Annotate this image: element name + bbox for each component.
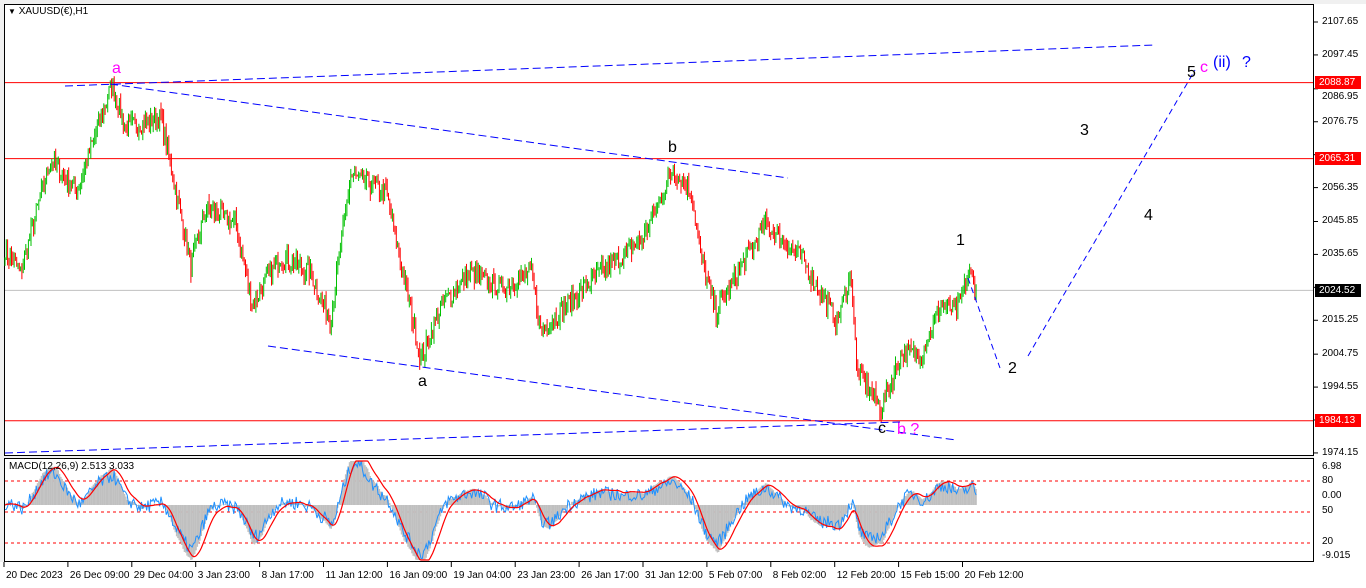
price-scale-label: 2076.75 (1322, 115, 1359, 127)
lower-channel-line (267, 345, 957, 441)
wave-label-a-top: a (112, 60, 121, 77)
price-tag: 2024.52 (1315, 283, 1361, 297)
macd-signal-line (4, 460, 977, 561)
price-scale-label: 2097.45 (1322, 48, 1359, 60)
price-pane[interactable] (4, 4, 1314, 456)
macd-pane[interactable] (4, 458, 1314, 562)
time-axis-label: 8 Jan 17:00 (261, 570, 314, 581)
time-axis-label: 3 Jan 23:00 (197, 570, 250, 581)
macd-scale-80: 80 (1322, 475, 1334, 486)
time-axis-label: 19 Jan 04:00 (453, 570, 512, 581)
price-tag: 1984.13 (1315, 414, 1361, 428)
chart-title: ▼ XAUUSD(€),H1 (8, 6, 88, 18)
macd-scale-20: 20 (1322, 536, 1334, 547)
dropdown-triangle-icon[interactable]: ▼ (8, 7, 16, 16)
time-axis-label: 26 Jan 17:00 (581, 570, 639, 581)
price-tag: 2088.87 (1315, 76, 1361, 90)
symbol-label: XAUUSD(€),H1 (18, 6, 89, 17)
wave-label-3: 3 (1080, 122, 1089, 139)
macd-label: MACD(12,26,9) 2.513 3.033 (9, 461, 135, 472)
price-scale-label: 2107.65 (1322, 16, 1359, 27)
price-scale-label: 2045.85 (1322, 215, 1359, 227)
price-scale-label: 2086.95 (1322, 90, 1359, 102)
time-axis-label: 15 Feb 15:00 (900, 570, 960, 581)
macd-scale-bottom: -9.015 (1322, 550, 1351, 561)
wave-label-ii: (ii) (1213, 54, 1231, 71)
price-scale-label: 2035.65 (1322, 248, 1359, 260)
price-scale-label: 1994.55 (1322, 381, 1359, 393)
time-axis-label: 11 Jan 12:00 (325, 570, 383, 581)
projection-wave-2 (967, 277, 1001, 369)
wave-label-b: b (668, 139, 677, 156)
wave-label-c: c (1200, 59, 1208, 76)
wave-label-4: 4 (1144, 207, 1153, 224)
base-channel-line (4, 421, 901, 454)
time-axis[interactable] (0, 562, 1366, 588)
time-axis-label: 31 Jan 12:00 (645, 570, 703, 581)
wave-label-a-low: a (418, 373, 427, 390)
time-axis-label: 16 Jan 09:00 (389, 570, 448, 581)
wave-label-c-low: c (878, 420, 886, 437)
wave-label-question: ? (1242, 54, 1251, 71)
time-axis-label: 20 Dec 2023 (6, 570, 63, 581)
wave-label-5: 5 (1187, 64, 1196, 81)
price-scale-label: 2015.25 (1322, 314, 1359, 326)
wave-label-1: 1 (956, 232, 965, 249)
projection-wave-5 (1027, 69, 1196, 357)
macd-scale-zero: 0.00 (1322, 490, 1342, 501)
price-scale-label: 2004.75 (1322, 348, 1359, 360)
price-scale-label: 1974.15 (1322, 446, 1359, 458)
price-tag: 2065.31 (1315, 152, 1361, 166)
wave-label-2: 2 (1008, 360, 1017, 377)
a-b-trendline (109, 83, 789, 179)
time-axis-label: 26 Dec 09:00 (69, 570, 130, 581)
time-axis-label: 29 Dec 04:00 (133, 570, 194, 581)
time-axis-label: 23 Jan 23:00 (517, 570, 576, 581)
upper-channel-line (64, 44, 1156, 87)
time-axis-label: 12 Feb 20:00 (836, 570, 896, 581)
macd-scale-top: 6.98 (1322, 461, 1342, 472)
wave-label-b-question: b ? (897, 421, 920, 438)
time-axis-label: 5 Feb 07:00 (708, 570, 763, 581)
time-axis-label: 20 Feb 12:00 (964, 570, 1024, 581)
macd-main-line (4, 460, 977, 560)
time-axis-label: 8 Feb 02:00 (772, 570, 827, 581)
price-scale-label: 2056.35 (1322, 181, 1359, 193)
macd-scale-50: 50 (1322, 505, 1334, 516)
